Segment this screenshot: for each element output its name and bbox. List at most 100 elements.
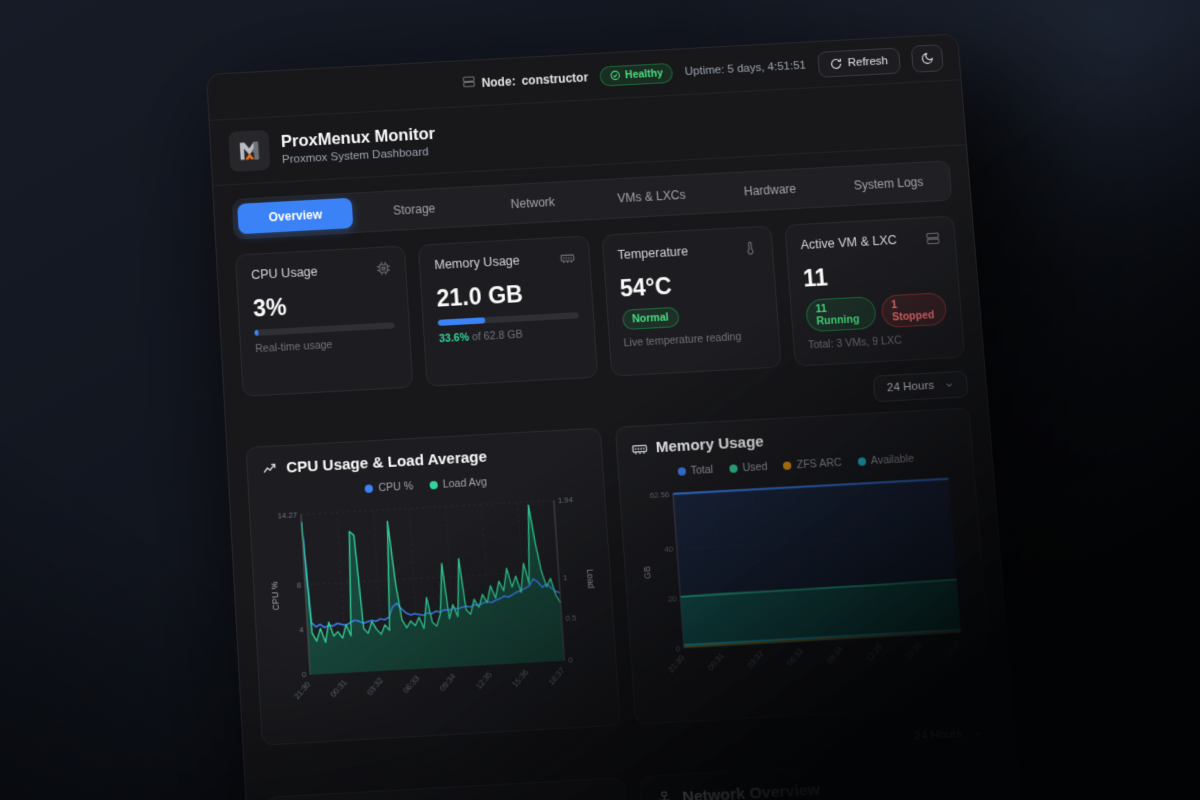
svg-text:62.56: 62.56	[649, 489, 669, 499]
cpu-card-label: CPU Usage	[250, 264, 319, 283]
svg-text:4: 4	[299, 625, 305, 635]
cpu-load-chart-card: CPU Usage & Load Average CPU % Load Avg …	[245, 427, 621, 746]
moon-icon	[922, 52, 934, 64]
tab-overview[interactable]: Overview	[237, 197, 354, 235]
theme-toggle-button[interactable]	[910, 44, 944, 73]
svg-text:15:36: 15:36	[510, 668, 530, 689]
node-value: constructor	[521, 69, 589, 88]
temperature-card-label: Temperature	[617, 244, 689, 263]
svg-text:18:37: 18:37	[547, 666, 567, 687]
svg-text:09:34: 09:34	[438, 671, 458, 693]
network-title: Network Overview	[681, 781, 821, 800]
network-icon	[655, 790, 674, 800]
app-header: ProxMenux Monitor Proxmox System Dashboa…	[209, 80, 966, 187]
tab-storage[interactable]: Storage	[392, 201, 436, 218]
thermometer-icon	[742, 240, 759, 261]
time-range-select-bottom[interactable]: 24 Hours	[900, 718, 998, 752]
ram-icon	[631, 440, 648, 457]
vm-stopped-badge: 1 Stopped	[880, 292, 948, 329]
memory-chart-card: Memory Usage Total Used ZFS ARC Availabl…	[614, 407, 994, 725]
node-info: Node: constructor	[461, 68, 589, 92]
svg-text:03:32: 03:32	[365, 676, 385, 697]
svg-text:CPU %: CPU %	[270, 581, 282, 611]
tab-vms-lxcs[interactable]: VMs & LXCs	[616, 187, 687, 206]
svg-text:0: 0	[302, 670, 307, 680]
cpu-caption: Real-time usage	[254, 338, 333, 356]
temperature-value: 54°C	[619, 272, 673, 302]
node-label: Node:	[481, 73, 516, 90]
refresh-icon	[831, 58, 842, 69]
svg-text:20: 20	[668, 594, 677, 604]
refresh-button[interactable]: Refresh	[816, 47, 901, 78]
temperature-status-badge: Normal	[621, 306, 680, 331]
temperature-caption: Live temperature reading	[623, 330, 742, 350]
vm-count-value: 11	[802, 264, 829, 292]
svg-text:Load: Load	[584, 569, 596, 589]
legend-dot-load	[429, 480, 438, 490]
svg-text:40: 40	[664, 545, 673, 555]
cpu-progress-track	[254, 322, 395, 336]
tab-network[interactable]: Network	[510, 194, 556, 212]
svg-text:8: 8	[297, 580, 302, 590]
legend-dot-used	[729, 464, 738, 474]
legend-dot-cpu	[365, 484, 374, 494]
svg-text:14.27: 14.27	[277, 510, 297, 520]
top-status-bar: Node: constructor Healthy Uptime: 5 days…	[207, 34, 961, 121]
server-stack-icon	[925, 230, 942, 251]
server-icon	[461, 74, 476, 92]
memory-usage-card: Memory Usage 21.0 GB 33.6% of 62.8 GB	[418, 235, 598, 387]
svg-text:18:37: 18:37	[943, 638, 963, 659]
tab-hardware[interactable]: Hardware	[743, 181, 797, 199]
active-vm-card: Active VM & LXC 11 11 Running 1 Stopped …	[783, 215, 966, 367]
svg-text:09:34: 09:34	[825, 644, 845, 666]
chevron-down-icon	[972, 728, 983, 739]
svg-text:21:30: 21:30	[292, 680, 312, 701]
legend-dot-available	[857, 457, 867, 466]
temperature-card: Temperature 54°C Normal Live temperature…	[601, 225, 782, 377]
tab-system-logs[interactable]: System Logs	[853, 174, 924, 193]
cpu-usage-card: CPU Usage 3% Real-time usage	[234, 245, 414, 397]
svg-text:06:33: 06:33	[785, 647, 805, 668]
cpu-progress-fill	[254, 329, 259, 336]
activity-icon	[262, 460, 279, 477]
vm-caption: Total: 3 VMs, 9 LXC	[807, 334, 903, 352]
cpu-chart-svg: 0 4 8 14.27 0 0.5 1 1.94 CPU % Load 21:30 00:31 03:3…	[270, 495, 596, 702]
memory-chart-svg: 0 20 40 62.56 GB 21:30 00:31 03:32 06:33 09:34 12:…	[642, 465, 963, 674]
svg-text:0: 0	[568, 655, 573, 665]
uptime-text: Uptime: 5 days, 4:51:51	[684, 59, 807, 78]
svg-text:00:31: 00:31	[706, 651, 726, 672]
memory-progress-track	[437, 312, 579, 326]
cpu-chart-title: CPU Usage & Load Average	[285, 448, 488, 477]
svg-text:03:32: 03:32	[745, 649, 765, 670]
memory-value: 21.0 GB	[435, 280, 524, 312]
cpu-chip-icon	[376, 260, 392, 281]
memory-chart-title: Memory Usage	[655, 433, 765, 457]
svg-text:0: 0	[675, 644, 680, 654]
legend-dot-zfs-arc	[783, 461, 792, 471]
svg-text:21:30: 21:30	[666, 653, 686, 674]
svg-text:00:31: 00:31	[329, 678, 349, 699]
legend-dot-total	[677, 467, 686, 476]
vm-card-label: Active VM & LXC	[800, 232, 898, 253]
health-badge: Healthy	[599, 62, 674, 87]
proxmenux-logo	[228, 129, 271, 173]
memory-card-label: Memory Usage	[434, 253, 521, 273]
network-overview-card: Network Overview Active Interfaces: 2 vm…	[638, 756, 1010, 800]
svg-text:12:35: 12:35	[864, 642, 884, 663]
svg-text:1: 1	[562, 573, 567, 583]
memory-caption: 33.6% of 62.8 GB	[438, 328, 524, 346]
svg-text:12:35: 12:35	[474, 670, 494, 691]
memory-progress-fill	[437, 317, 486, 326]
svg-text:06:33: 06:33	[401, 674, 421, 695]
svg-text:0.5: 0.5	[565, 614, 577, 624]
check-circle-icon	[610, 70, 621, 80]
ram-icon	[559, 250, 575, 271]
cpu-value: 3%	[252, 293, 288, 322]
dashboard-window: Node: constructor Healthy Uptime: 5 days…	[206, 33, 1031, 800]
vm-running-badge: 11 Running	[804, 296, 877, 333]
time-range-select-charts[interactable]: 24 Hours	[872, 370, 969, 403]
svg-text:15:36: 15:36	[904, 640, 924, 661]
svg-text:GB: GB	[642, 566, 653, 580]
svg-text:1.94: 1.94	[557, 495, 574, 505]
chevron-down-icon	[944, 379, 955, 390]
